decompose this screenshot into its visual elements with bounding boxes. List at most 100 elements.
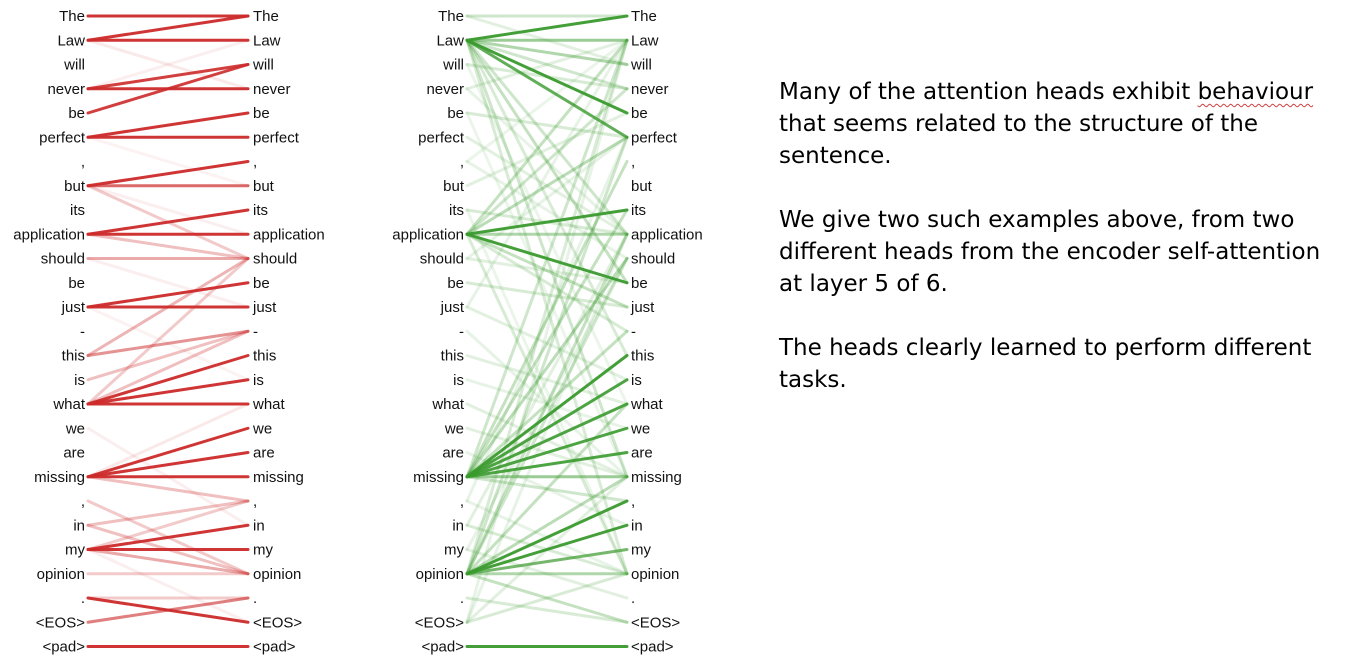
token-left-red: but: [64, 178, 86, 195]
token-right-red: Law: [253, 32, 281, 49]
token-left-green: be: [447, 275, 464, 292]
attention-edge-red: [86, 257, 250, 309]
attention-edge-green: [465, 87, 629, 236]
attention-edge-green: [465, 111, 629, 139]
token-right-green: my: [631, 542, 651, 559]
token-left-red: perfect: [39, 129, 86, 146]
token-right-red: are: [253, 445, 275, 462]
attention-edge-green: [465, 523, 629, 576]
token-right-green: its: [631, 202, 646, 219]
token-left-green: -: [459, 323, 464, 340]
token-right-red: opinion: [253, 566, 301, 583]
attention-edge-red: [86, 111, 250, 139]
attention-edge-green: [465, 232, 629, 309]
attention-edge-green: [465, 38, 629, 285]
token-left-red: in: [73, 517, 85, 534]
token-left-green: just: [440, 299, 465, 316]
token-right-red: The: [253, 8, 279, 25]
attention-edge-green: [465, 305, 629, 382]
token-left-red: we: [65, 420, 85, 437]
attention-edge-green: [465, 572, 629, 624]
token-left-red: just: [61, 299, 86, 316]
token-right-green: <EOS>: [631, 614, 680, 631]
token-left-green: .: [460, 590, 464, 607]
token-left-green: <pad>: [421, 639, 464, 656]
attention-edge-green: [465, 135, 629, 236]
token-left-red: be: [68, 105, 85, 122]
token-left-red: ,: [81, 154, 85, 171]
token-left-red: <pad>: [42, 639, 85, 656]
token-left-red: should: [41, 251, 85, 268]
token-left-red: ,: [81, 493, 85, 510]
token-left-green: never: [426, 81, 464, 98]
attention-edge-green: [465, 38, 629, 115]
token-left-green: its: [449, 202, 464, 219]
token-right-red: will: [252, 57, 274, 74]
token-left-green: should: [420, 251, 464, 268]
attention-edge-red: [86, 523, 250, 551]
attention-edge-green: [465, 354, 629, 479]
attention-edge-red: [86, 208, 250, 236]
token-right-green: we: [630, 420, 650, 437]
token-right-green: but: [631, 178, 653, 195]
attention-edge-red: [86, 475, 250, 503]
attention-edge-red: [86, 232, 250, 260]
token-right-red: ,: [253, 154, 257, 171]
attention-edge-green: [465, 38, 629, 576]
token-right-green: -: [631, 323, 636, 340]
attention-edge-red: [86, 135, 250, 188]
attention-edge-green: [465, 38, 629, 357]
token-right-red: is: [253, 372, 264, 389]
attention-edge-green: [465, 596, 629, 624]
token-right-red: this: [253, 348, 276, 365]
attention-edge-green: [465, 38, 629, 66]
token-left-green: opinion: [416, 566, 464, 583]
attention-edge-green: [465, 475, 629, 576]
attention-edge-red: [86, 38, 250, 91]
attention-edge-red: [86, 329, 250, 357]
token-right-green: should: [631, 251, 675, 268]
attention-edge-red: [86, 184, 250, 236]
token-right-red: my: [253, 542, 273, 559]
attention-edge-red: [86, 329, 250, 406]
token-left-red: application: [13, 226, 85, 243]
attention-edge-green: [465, 160, 629, 260]
token-right-green: will: [630, 57, 652, 74]
token-right-green: application: [631, 226, 703, 243]
attention-edge-green: [465, 135, 629, 576]
attention-edge-green: [465, 402, 629, 479]
attention-edge-green: [465, 426, 629, 479]
token-right-red: in: [253, 517, 265, 534]
attention-edge-red: [86, 257, 250, 406]
attention-edge-red: [86, 548, 250, 576]
token-right-green: this: [631, 348, 654, 365]
attention-edge-red: [86, 329, 250, 382]
attention-edge-green: [465, 232, 629, 576]
caption-paragraph-2: We give two such examples above, from tw…: [779, 207, 1321, 297]
token-left-red: never: [47, 81, 85, 98]
token-right-green: missing: [631, 469, 682, 486]
token-right-red: we: [252, 420, 272, 437]
token-left-green: this: [441, 348, 464, 365]
token-left-green: missing: [413, 469, 464, 486]
token-right-red: -: [253, 323, 258, 340]
attention-edge-green: [465, 451, 629, 479]
attention-edge-green: [465, 548, 629, 600]
attention-edge-green: [465, 111, 629, 188]
token-right-green: <pad>: [631, 639, 674, 656]
attention-edge-green: [465, 135, 629, 260]
token-left-green: in: [452, 517, 464, 534]
attention-edge-green: [465, 378, 629, 479]
token-right-red: perfect: [253, 129, 300, 146]
token-left-green: is: [453, 372, 464, 389]
attention-edge-red: [86, 378, 250, 406]
token-right-red: just: [252, 299, 277, 316]
token-right-green: are: [631, 445, 653, 462]
attention-edge-green: [465, 38, 629, 139]
attention-edge-green: [465, 135, 629, 503]
attention-edge-red: [86, 160, 250, 188]
attention-edge-green: [465, 329, 629, 479]
token-right-green: The: [631, 8, 657, 25]
attention-head-green: The The Law Law will will never never be be perfec…: [392, 8, 702, 656]
token-right-green: Law: [631, 32, 659, 49]
